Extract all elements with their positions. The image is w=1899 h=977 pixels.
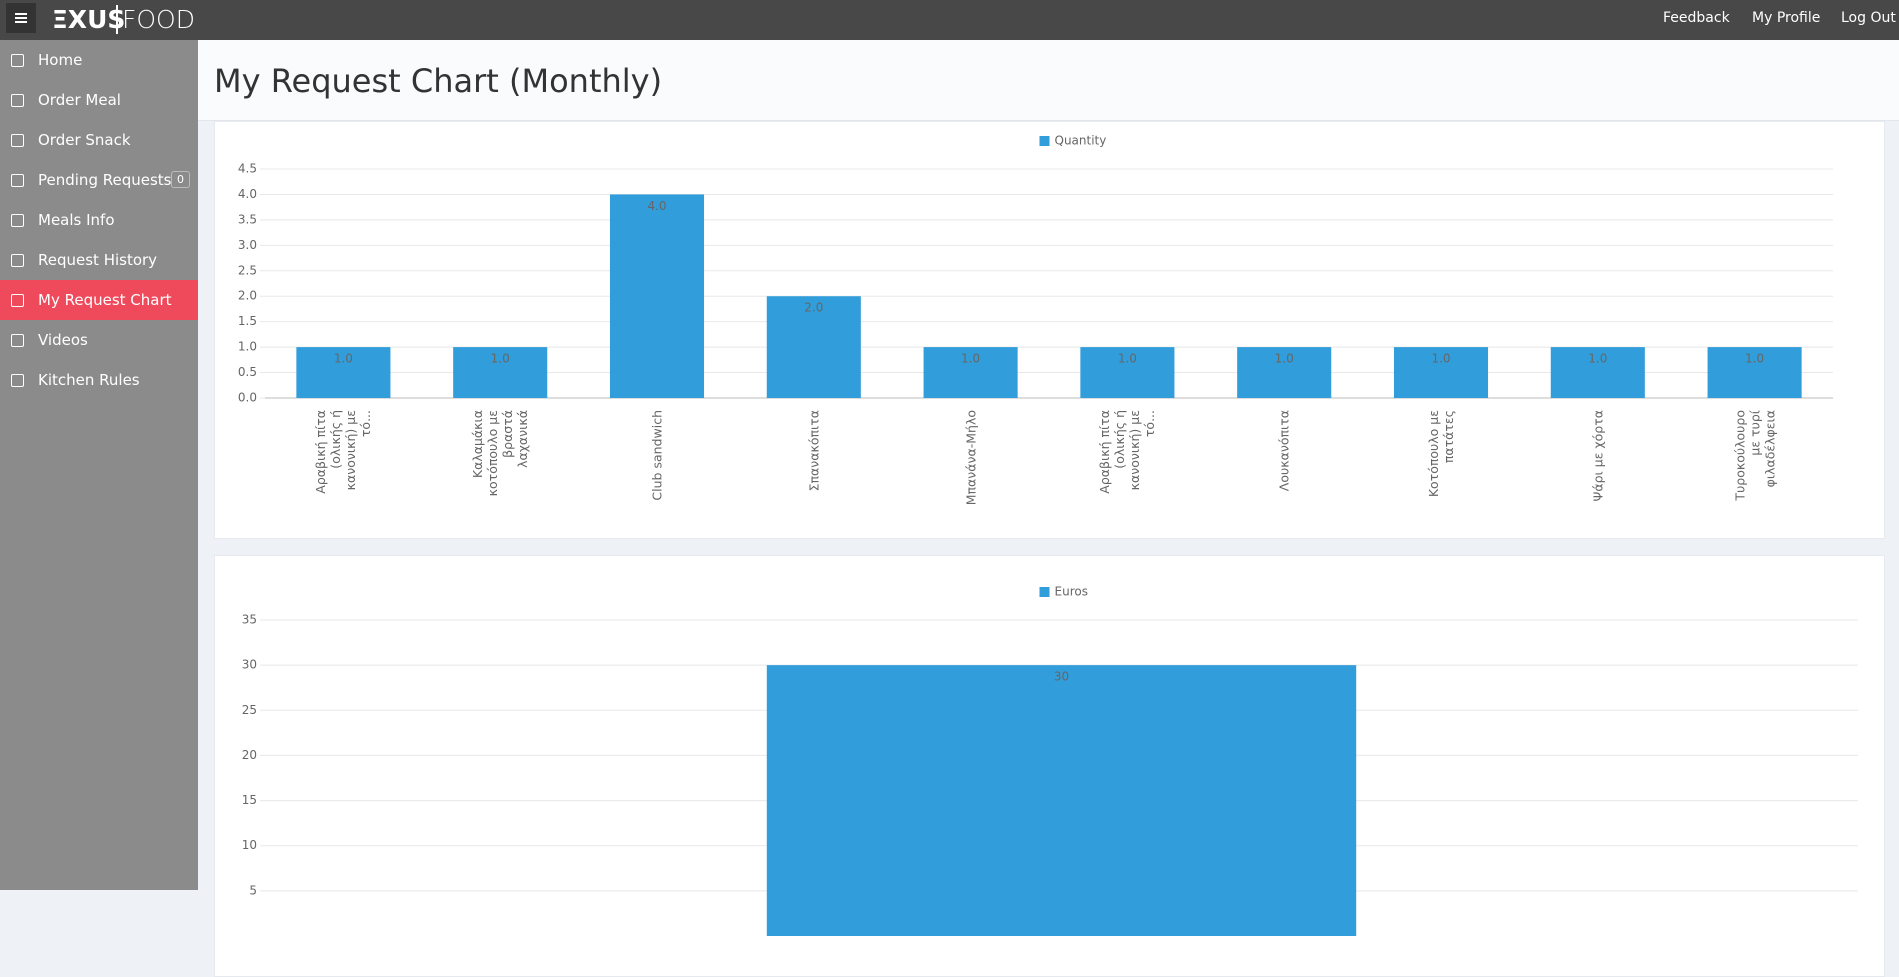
- nav-label: Pending Requests: [38, 171, 172, 189]
- value-label: 1.0: [1588, 352, 1607, 366]
- nav-item[interactable]: Pending Requests 0: [0, 160, 198, 200]
- nav-label: Meals Info: [38, 211, 115, 229]
- x-tick-label: Καλαμάκια κοτόπουλο με βραστά λαχανικά: [470, 410, 531, 497]
- bar: [1550, 347, 1645, 398]
- value-label: 4.0: [647, 199, 666, 213]
- y-tick-label: 0.0: [238, 391, 257, 405]
- legend-label: Quantity: [1055, 134, 1107, 148]
- x-tick-label: Κοτόπουλο με πατάτες: [1426, 410, 1456, 498]
- y-tick-label: 0.5: [238, 365, 257, 379]
- nav-label: Videos: [38, 331, 88, 349]
- y-tick-label: 3.5: [238, 212, 257, 226]
- legend-swatch: [1039, 587, 1050, 597]
- bar: [1707, 347, 1802, 398]
- nav-icon: [11, 94, 24, 107]
- x-tick-label: Λουκανόπιτα: [1276, 410, 1292, 492]
- nav-label: Home: [38, 51, 83, 69]
- nav-icon: [11, 174, 24, 187]
- y-tick-label: 5: [249, 883, 257, 897]
- legend-swatch: [1039, 136, 1050, 146]
- nav-icon: [11, 374, 24, 387]
- logo[interactable]: ΞXUS: [52, 5, 126, 34]
- bar: [1393, 347, 1489, 398]
- logo-suffix[interactable]: FOOD: [116, 5, 195, 34]
- logout-link[interactable]: Log Out: [1841, 10, 1896, 26]
- nav-label: Request History: [38, 251, 158, 269]
- value-label: 1.0: [961, 352, 980, 366]
- nav-item[interactable]: Order Meal: [0, 80, 198, 120]
- bar: [1080, 347, 1175, 398]
- bar: [766, 665, 1357, 936]
- value-label: 2.0: [804, 301, 823, 315]
- y-tick-label: 2.0: [238, 289, 257, 303]
- bar: [1237, 347, 1332, 398]
- y-tick-label: 4.0: [238, 187, 257, 201]
- nav-label: My Request Chart: [38, 291, 172, 309]
- nav-item[interactable]: Meals Info: [0, 200, 198, 240]
- nav-icon: [11, 54, 24, 67]
- y-tick-label: 3.0: [238, 238, 257, 252]
- menu-button[interactable]: [6, 3, 36, 33]
- chart-card: 0.0 0.5 1.0 1.5 2.0 2.5 3.0 3.5 4.0 4.5 Quantity 1.…: [214, 121, 1885, 539]
- value-label: 1.0: [334, 352, 353, 366]
- chart-card: 5 10 15 20 25 30 35 Euros 30: [214, 555, 1885, 977]
- y-tick-label: 1.5: [238, 314, 257, 328]
- bar: [453, 347, 548, 398]
- nav-item[interactable]: Request History: [0, 240, 198, 280]
- x-tick-label: Ψάρι με χόρτα: [1590, 410, 1606, 502]
- nav-item[interactable]: Order Snack: [0, 120, 198, 160]
- feedback-link[interactable]: Feedback: [1663, 10, 1730, 26]
- chart: 0.0 0.5 1.0 1.5 2.0 2.5 3.0 3.5 4.0 4.5 Quantity 1.…: [238, 134, 1833, 405]
- nav-label: Order Meal: [38, 91, 121, 109]
- nav-icon: [11, 254, 24, 267]
- page-header: My Request Chart (Monthly): [198, 40, 1899, 121]
- x-tick-label: Σπανακόπιτα: [806, 410, 822, 492]
- x-tick-label: Αραβική πίτα (ολικής ή κανονική) με τό..…: [313, 410, 374, 494]
- nav-item[interactable]: Home: [0, 40, 198, 80]
- value-label: 30: [1054, 670, 1069, 684]
- legend-label: Euros: [1055, 585, 1088, 599]
- value-label: 1.0: [1745, 352, 1764, 366]
- y-tick-label: 4.5: [238, 162, 257, 176]
- nav-icon: [11, 294, 24, 307]
- nav-icon: [11, 334, 24, 347]
- nav-icon: [11, 134, 24, 147]
- y-tick-label: 10: [242, 838, 257, 852]
- top-bar: ΞXUS FOOD Feedback My Profile Log Out: [0, 0, 1899, 40]
- bar: [296, 347, 391, 398]
- bar: [609, 194, 705, 398]
- y-tick-label: 1.0: [238, 340, 257, 354]
- y-tick-label: 20: [242, 748, 257, 762]
- y-tick-label: 30: [242, 658, 257, 672]
- value-label: 1.0: [491, 352, 510, 366]
- nav-label: Order Snack: [38, 131, 131, 149]
- y-tick-label: 15: [242, 793, 257, 807]
- pending-badge: 0: [171, 171, 190, 188]
- nav-label: Kitchen Rules: [38, 371, 140, 389]
- chart: 5 10 15 20 25 30 35 Euros 30: [242, 585, 1858, 936]
- x-tick-label: Club sandwich: [649, 410, 665, 501]
- value-label: 1.0: [1431, 352, 1450, 366]
- y-tick-label: 2.5: [238, 263, 257, 277]
- x-tick-label: Μπανάνα-Μήλο: [963, 410, 979, 506]
- nav-item[interactable]: Kitchen Rules: [0, 360, 198, 400]
- profile-link[interactable]: My Profile: [1752, 10, 1821, 26]
- y-tick-label: 25: [242, 703, 257, 717]
- sidebar: Home Order Meal Order Snack Pending Request…: [0, 40, 198, 890]
- value-label: 1.0: [1275, 352, 1294, 366]
- nav-item[interactable]: My Request Chart: [0, 280, 198, 320]
- value-label: 1.0: [1118, 352, 1137, 366]
- nav-icon: [11, 214, 24, 227]
- y-tick-label: 35: [242, 613, 257, 627]
- x-tick-label: Τυροκούλουρο με τυρί φιλαδέλφεια: [1732, 410, 1778, 501]
- page-title: My Request Chart (Monthly): [214, 62, 663, 100]
- bar: [766, 296, 861, 398]
- nav-item[interactable]: Videos: [0, 320, 198, 360]
- x-tick-label: Αραβική πίτα (ολικής ή κανονική) με τό..…: [1097, 410, 1158, 494]
- bar: [923, 347, 1018, 398]
